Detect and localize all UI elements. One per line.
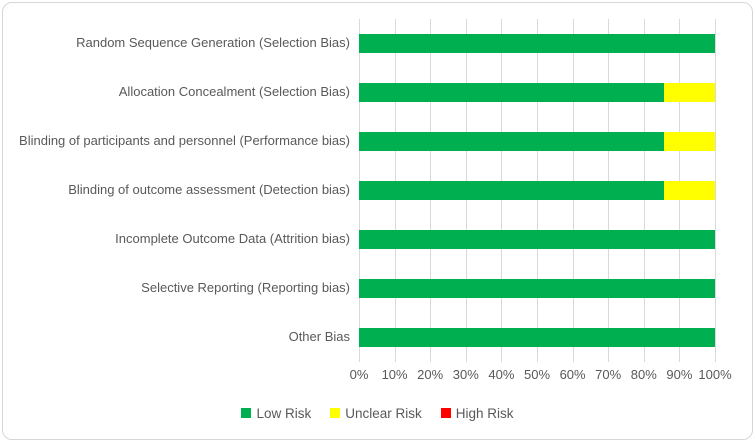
x-axis-tick-label: 10% <box>381 367 408 382</box>
bar-track <box>359 34 715 53</box>
legend-label: High Risk <box>455 405 514 421</box>
legend-item-unclear-risk: Unclear Risk <box>330 406 422 421</box>
legend-swatch-icon <box>241 408 252 418</box>
category-label-row: Random Sequence Generation (Selection Bi… <box>6 19 350 68</box>
bar-track <box>359 181 715 200</box>
bars <box>359 19 715 362</box>
bar-row <box>359 264 715 313</box>
bar-row <box>359 166 715 215</box>
category-label-row: Blinding of participants and personnel (… <box>6 117 350 166</box>
category-label-row: Blinding of outcome assessment (Detectio… <box>6 166 350 215</box>
legend-item-low-risk: Low Risk <box>241 406 311 421</box>
legend-label: Low Risk <box>256 405 312 421</box>
x-axis-tick-label: 40% <box>488 367 515 382</box>
bar-row <box>359 68 715 117</box>
category-label: Allocation Concealment (Selection Bias) <box>118 84 350 100</box>
bar-segment-low-risk <box>359 230 715 249</box>
category-label-row: Other Bias <box>6 313 350 362</box>
x-axis-tick-label: 100% <box>698 367 732 382</box>
category-label: Incomplete Outcome Data (Attrition bias) <box>115 231 350 247</box>
bar-segment-low-risk <box>359 181 665 200</box>
legend-swatch-icon <box>330 408 341 418</box>
gridline <box>715 19 716 362</box>
bar-segment-low-risk <box>359 83 665 102</box>
bar-segment-low-risk <box>359 279 715 298</box>
x-axis-tick-label: 50% <box>523 367 551 382</box>
x-axis-tick-label: 0% <box>349 367 369 382</box>
x-axis-tick-label: 30% <box>452 367 479 382</box>
category-label: Blinding of participants and personnel (… <box>19 133 350 149</box>
x-axis-tick-label: 90% <box>666 367 693 382</box>
bar-segment-low-risk <box>359 132 665 151</box>
category-labels: Random Sequence Generation (Selection Bi… <box>6 19 350 362</box>
plot-area <box>359 19 716 362</box>
legend: Low Risk Unclear Risk High Risk <box>0 401 755 425</box>
bar-row <box>359 215 715 264</box>
category-label-row: Allocation Concealment (Selection Bias) <box>6 68 350 117</box>
legend-item-high-risk: High Risk <box>440 405 514 421</box>
bar-segment-low-risk <box>359 34 715 53</box>
bar-segment-unclear-risk <box>664 181 715 200</box>
bar-segment-low-risk <box>359 328 715 347</box>
category-label-row: Incomplete Outcome Data (Attrition bias) <box>6 215 350 264</box>
bar-track <box>359 328 715 347</box>
x-axis-tick-label: 20% <box>417 367 444 382</box>
category-label: Random Sequence Generation (Selection Bi… <box>76 35 350 51</box>
bar-segment-unclear-risk <box>664 83 715 102</box>
x-axis-tick-label: 70% <box>595 367 622 382</box>
category-label: Selective Reporting (Reporting bias) <box>141 280 350 296</box>
x-axis-tick-label: 60% <box>559 367 586 382</box>
legend-label: Unclear Risk <box>345 405 422 421</box>
bar-row <box>359 19 715 68</box>
x-axis-tick-label: 80% <box>630 367 657 382</box>
bar-track <box>359 83 715 102</box>
bar-row <box>359 117 715 166</box>
category-label: Other Bias <box>288 329 350 345</box>
legend-swatch-icon <box>440 408 451 418</box>
category-label: Blinding of outcome assessment (Detectio… <box>68 182 350 198</box>
x-axis: 0% 10% 20% 30% 40% 50% 60% 70% 80% 90% 100% <box>350 367 732 385</box>
category-label-row: Selective Reporting (Reporting bias) <box>6 264 350 313</box>
bar-row <box>359 313 715 362</box>
bar-track <box>359 279 715 298</box>
bar-track <box>359 230 715 249</box>
bar-track <box>359 132 715 151</box>
bar-segment-unclear-risk <box>664 132 715 151</box>
